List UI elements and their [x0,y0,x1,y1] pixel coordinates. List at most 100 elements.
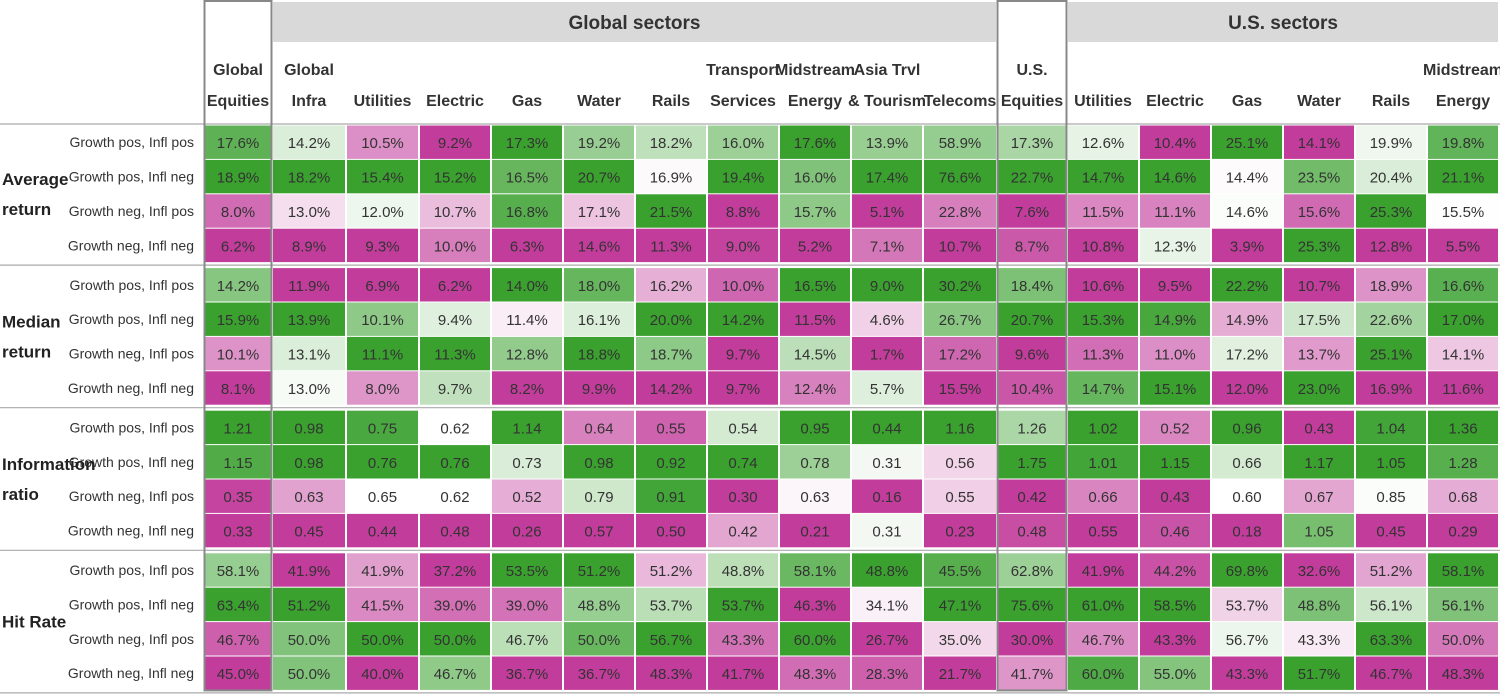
heatmap-cell [1068,194,1138,228]
heatmap-cell [924,194,996,228]
column-header: Rails [1372,93,1410,110]
heatmap-cell [1212,302,1282,336]
cell-value: 32.6% [1298,563,1341,580]
cell-value: 9.4% [438,312,472,329]
row-label: Growth pos, Infl neg [69,596,194,612]
heatmap-cell [852,371,922,405]
cell-value: 8.7% [1015,238,1049,255]
cell-value: 0.30 [728,489,757,506]
heatmap-cell [492,371,562,405]
row-label: Growth pos, Infl pos [69,562,194,578]
cell-value: 25.3% [1370,204,1413,221]
cell-value: 58.1% [217,563,260,580]
heatmap-cell [420,587,490,622]
heatmap-cell [273,445,345,479]
heatmap-cell [780,159,850,194]
heatmap-cell [924,553,996,587]
cell-value: 14.6% [578,238,621,255]
heatmap-cell [347,553,418,587]
heatmap-cell [924,125,996,159]
cell-value: 48.8% [866,563,909,580]
cell-value: 9.0% [870,278,904,295]
heatmap-cell [273,268,345,302]
cell-value: 0.56 [945,455,974,472]
cell-value: 46.7% [434,666,477,683]
heatmap-cell [1068,159,1138,194]
column-group-band [1068,2,1498,42]
heatmap-cell [564,410,634,445]
cell-value: 53.7% [650,597,693,614]
cell-value: 16.8% [506,204,549,221]
cell-value: 0.42 [1017,489,1046,506]
cell-value: 11.3% [1082,347,1123,364]
cell-value: 17.3% [1011,135,1054,152]
heatmap-cell [1068,622,1138,656]
heatmap-cell [1068,445,1138,479]
cell-value: 1.01 [1088,455,1117,472]
cell-value: 36.7% [578,666,621,683]
heatmap-cell [205,268,271,302]
heatmap-cell [998,336,1066,371]
cell-value: 69.8% [1226,563,1269,580]
cell-value: 48.8% [722,563,765,580]
cell-value: 17.2% [1226,347,1269,364]
cell-value: 10.1% [217,347,260,364]
row-label: Growth neg, Infl neg [68,237,194,253]
cell-value: 12.8% [1370,238,1413,255]
heatmap-cell [347,268,418,302]
cell-value: 13.7% [1298,347,1341,364]
cell-value: 14.5% [794,347,837,364]
column-header: Water [1297,93,1341,110]
row-label: Growth neg, Infl pos [69,203,194,219]
heatmap-cell [347,479,418,513]
cell-value: 1.7% [870,347,904,364]
cell-value: 3.9% [1230,238,1264,255]
cell-value: 0.96 [1232,420,1261,437]
cell-value: 1.05 [1304,524,1333,541]
cell-value: 18.9% [1370,278,1413,295]
cell-value: 12.3% [1154,238,1197,255]
heatmap-cell [708,479,778,513]
heatmap-cell [420,410,490,445]
heatmap-cell [998,125,1066,159]
heatmap-cell [420,228,490,263]
cell-value: 1.16 [945,420,974,437]
cell-value: 0.63 [294,489,323,506]
column-header: Gas [512,93,542,110]
column-header: Rails [652,93,690,110]
cell-value: 5.5% [1446,238,1480,255]
heatmap-cell [205,302,271,336]
cell-value: 6.3% [510,238,544,255]
heatmap-cell [852,125,922,159]
heatmap-cell [205,371,271,405]
cell-value: 11.9% [288,278,329,295]
cell-value: 18.4% [1011,278,1054,295]
heatmap-cell [1356,228,1426,263]
heatmap-cell [347,656,418,690]
cell-value: 60.0% [794,632,837,649]
row-label: Growth neg, Infl neg [68,523,194,539]
heatmap-cell [708,553,778,587]
heatmap-cell [1356,410,1426,445]
heatmap-cell [492,656,562,690]
cell-value: 56.7% [650,632,693,649]
cell-value: 14.2% [722,312,765,329]
heatmap-cell [273,656,345,690]
cell-value: 9.0% [726,238,760,255]
heatmap-cell [1068,302,1138,336]
heatmap-cell [998,410,1066,445]
heatmap-cell [1428,125,1498,159]
heatmap-cell [1212,410,1282,445]
cell-value: 0.66 [1088,489,1117,506]
cell-value: 15.7% [794,204,837,221]
heatmap-cell [924,159,996,194]
cell-value: 0.55 [656,420,685,437]
cell-value: 1.15 [1160,455,1189,472]
heatmap-cell [780,656,850,690]
heatmap-cell [1068,513,1138,548]
heatmap-cell [998,228,1066,263]
heatmap-cell [998,194,1066,228]
cell-value: 48.8% [1298,597,1341,614]
heatmap-cell [347,159,418,194]
cell-value: 0.29 [1448,524,1477,541]
